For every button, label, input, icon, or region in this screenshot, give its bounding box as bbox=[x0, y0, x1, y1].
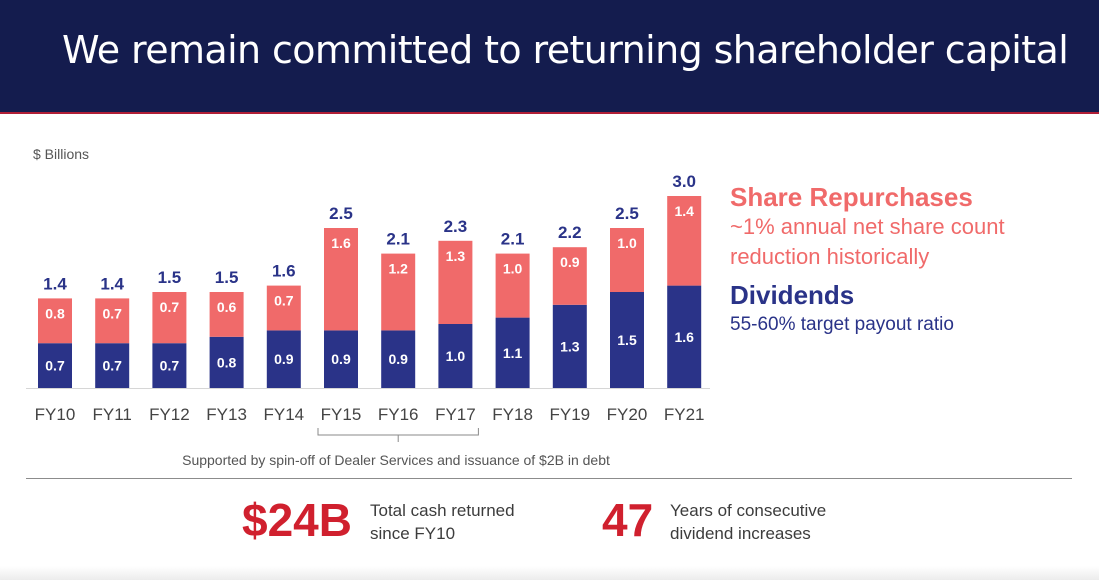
label-dividend-FY18: 1.1 bbox=[503, 345, 523, 361]
label-repurchase-FY21: 1.4 bbox=[674, 203, 694, 219]
label-total-FY21: 3.0 bbox=[672, 172, 696, 191]
bar-repurchase-FY15 bbox=[324, 228, 358, 331]
tick-label-FY13: FY13 bbox=[206, 405, 247, 424]
bottom-shadow bbox=[0, 566, 1099, 580]
chart-legend: Share Repurchases ~1% annual net share c… bbox=[730, 182, 1090, 340]
tick-label-FY10: FY10 bbox=[35, 405, 76, 424]
cash-returned-line1: Total cash returned bbox=[370, 501, 515, 520]
bar-dividend-FY10 bbox=[38, 343, 72, 388]
label-dividend-FY14: 0.9 bbox=[274, 351, 294, 367]
label-total-FY15: 2.5 bbox=[329, 204, 353, 223]
label-total-FY18: 2.1 bbox=[501, 230, 525, 249]
label-dividend-FY12: 0.7 bbox=[160, 358, 180, 374]
tick-label-FY15: FY15 bbox=[321, 405, 362, 424]
tick-label-FY19: FY19 bbox=[549, 405, 590, 424]
legend-dividends-title: Dividends bbox=[730, 280, 855, 310]
bar-repurchase-FY17 bbox=[438, 240, 473, 324]
stacked-bar-chart: $ Billions 0.7 0.8 1.4 FY10 0.7 0.7 1.4 FY11 0.7 0… bbox=[26, 146, 710, 468]
label-total-FY10: 1.4 bbox=[43, 274, 67, 293]
label-repurchase-FY15: 1.6 bbox=[331, 235, 351, 251]
summary-divider bbox=[26, 478, 1072, 479]
label-repurchase-FY14: 0.7 bbox=[274, 293, 294, 309]
cash-returned-line2: since FY10 bbox=[370, 524, 456, 543]
label-total-FY14: 1.6 bbox=[272, 262, 296, 281]
label-total-FY11: 1.4 bbox=[100, 274, 124, 293]
bar-repurchase-FY13 bbox=[209, 292, 244, 337]
label-repurchase-FY12: 0.7 bbox=[160, 299, 180, 315]
label-total-FY17: 2.3 bbox=[444, 217, 468, 236]
cash-returned-value: $24B bbox=[242, 494, 352, 546]
bracket-fy15-fy17 bbox=[317, 428, 479, 436]
label-dividend-FY21: 1.6 bbox=[674, 329, 694, 345]
bar-dividend-FY21 bbox=[667, 285, 702, 388]
bar-dividend-FY17 bbox=[438, 324, 473, 388]
bar-repurchase-FY16 bbox=[381, 253, 416, 331]
tick-label-FY11: FY11 bbox=[93, 405, 132, 424]
label-repurchase-FY16: 1.2 bbox=[388, 261, 408, 277]
bar-repurchase-FY10 bbox=[38, 298, 72, 344]
bar-repurchase-FY19 bbox=[552, 247, 587, 305]
bar-dividend-FY16 bbox=[381, 330, 416, 388]
label-total-FY12: 1.5 bbox=[158, 268, 182, 287]
bar-dividend-FY14 bbox=[266, 330, 301, 388]
label-total-FY13: 1.5 bbox=[215, 268, 239, 287]
tick-label-FY17: FY17 bbox=[435, 405, 476, 424]
title-banner: We remain committed to returning shareho… bbox=[0, 0, 1099, 114]
bar-dividend-FY19 bbox=[552, 304, 587, 388]
tick-label-FY14: FY14 bbox=[263, 405, 304, 424]
label-dividend-FY15: 0.9 bbox=[331, 351, 351, 367]
label-repurchase-FY20: 1.0 bbox=[617, 235, 637, 251]
tick-label-FY21: FY21 bbox=[664, 405, 705, 424]
label-repurchase-FY19: 0.9 bbox=[560, 254, 580, 270]
label-dividend-FY19: 1.3 bbox=[560, 338, 580, 354]
label-repurchase-FY13: 0.6 bbox=[217, 299, 237, 315]
legend-repurchases-line2: reduction historically bbox=[730, 244, 930, 269]
bar-dividend-FY13 bbox=[209, 336, 244, 388]
bar-repurchase-FY20 bbox=[610, 228, 644, 292]
label-repurchase-FY10: 0.8 bbox=[45, 305, 65, 321]
legend-repurchases-line1: ~1% annual net share count bbox=[730, 214, 1005, 239]
tick-label-FY20: FY20 bbox=[607, 405, 648, 424]
bracket-note: Supported by spin-off of Dealer Services… bbox=[182, 452, 610, 468]
label-total-FY20: 2.5 bbox=[615, 204, 639, 223]
label-repurchase-FY18: 1.0 bbox=[503, 261, 523, 277]
dividend-years-line1: Years of consecutive bbox=[670, 501, 827, 520]
dividend-years-label: Years of consecutive dividend increases bbox=[670, 499, 826, 545]
dividend-years-stat: 47 Years of consecutive dividend increas… bbox=[602, 492, 862, 552]
dividend-years-line2: dividend increases bbox=[670, 524, 811, 543]
bar-dividend-FY15 bbox=[324, 330, 358, 388]
tick-label-FY16: FY16 bbox=[378, 405, 419, 424]
bar-dividend-FY11 bbox=[95, 343, 130, 388]
label-dividend-FY11: 0.7 bbox=[102, 358, 122, 374]
tick-label-FY12: FY12 bbox=[149, 405, 190, 424]
cash-returned-label: Total cash returned since FY10 bbox=[370, 499, 515, 545]
bar-dividend-FY20 bbox=[610, 292, 644, 388]
bar-repurchase-FY11 bbox=[95, 298, 130, 344]
label-dividend-FY20: 1.5 bbox=[617, 332, 637, 348]
cash-returned-stat: $24B Total cash returned since FY10 bbox=[242, 492, 542, 552]
dividend-years-value: 47 bbox=[602, 494, 654, 546]
label-dividend-FY16: 0.9 bbox=[388, 351, 408, 367]
label-total-FY19: 2.2 bbox=[558, 223, 582, 242]
label-dividend-FY13: 0.8 bbox=[217, 354, 237, 370]
label-total-FY16: 2.1 bbox=[386, 230, 410, 249]
bar-dividend-FY18 bbox=[495, 317, 530, 388]
legend-dividends-sub: 55-60% target payout ratio bbox=[730, 314, 954, 335]
bar-repurchase-FY14 bbox=[266, 285, 301, 331]
label-dividend-FY10: 0.7 bbox=[45, 358, 65, 374]
label-dividend-FY17: 1.0 bbox=[446, 348, 466, 364]
legend-repurchases-title: Share Repurchases bbox=[730, 182, 973, 212]
label-repurchase-FY17: 1.3 bbox=[446, 248, 466, 264]
page-title: We remain committed to returning shareho… bbox=[62, 28, 1069, 72]
label-repurchase-FY11: 0.7 bbox=[102, 305, 122, 321]
bar-repurchase-FY21 bbox=[667, 196, 702, 286]
bar-repurchase-FY12 bbox=[152, 292, 187, 344]
bar-dividend-FY12 bbox=[152, 343, 187, 388]
tick-label-FY18: FY18 bbox=[492, 405, 533, 424]
bar-repurchase-FY18 bbox=[495, 253, 530, 318]
y-unit-label: $ Billions bbox=[33, 146, 89, 162]
